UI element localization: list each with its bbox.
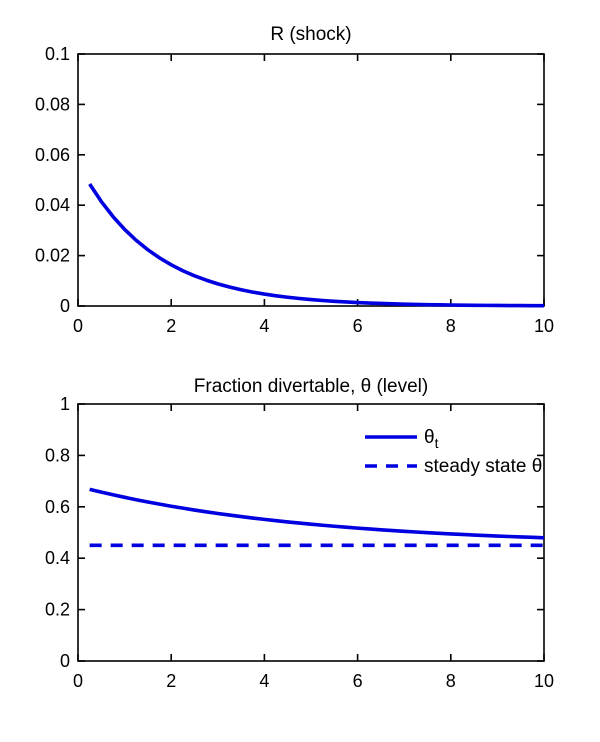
x-tick-label: 10 — [534, 316, 554, 336]
x-tick-label: 0 — [73, 671, 83, 691]
y-tick-label: 0 — [60, 296, 70, 316]
y-tick-label: 0.6 — [45, 497, 70, 517]
y-tick-label: 0.4 — [45, 548, 70, 568]
plot-box — [77, 53, 545, 307]
y-tick-label: 0.04 — [35, 195, 70, 215]
bottom-plot-title: Fraction divertable, θ (level) — [193, 376, 429, 397]
x-tick-label: 10 — [534, 671, 554, 691]
x-tick-label: 6 — [353, 316, 363, 336]
x-tick-label: 8 — [446, 316, 456, 336]
series-theta-t-line — [89, 487, 545, 540]
y-tick-label: 0 — [60, 651, 70, 671]
x-tick-label: 4 — [259, 671, 269, 691]
x-tick-label: 2 — [166, 316, 176, 336]
y-tick-label: 0.06 — [35, 145, 70, 165]
legend-label: steady state θ — [424, 456, 542, 477]
x-tick-label: 6 — [353, 671, 363, 691]
x-tick-label: 2 — [166, 671, 176, 691]
y-tick-label: 0.8 — [45, 445, 70, 465]
x-tick-label: 4 — [259, 316, 269, 336]
top-plot-title: R (shock) — [270, 24, 352, 45]
legend-label: θt — [424, 427, 439, 451]
y-tick-label: 0.1 — [45, 44, 70, 64]
plot-box — [77, 403, 545, 662]
y-tick-label: 0.02 — [35, 246, 70, 266]
series-R-shock-response-line — [88, 183, 545, 308]
y-tick-label: 0.2 — [45, 600, 70, 620]
y-tick-label: 0.08 — [35, 94, 70, 114]
x-tick-label: 0 — [73, 316, 83, 336]
y-tick-label: 1 — [60, 394, 70, 414]
x-tick-label: 8 — [446, 671, 456, 691]
